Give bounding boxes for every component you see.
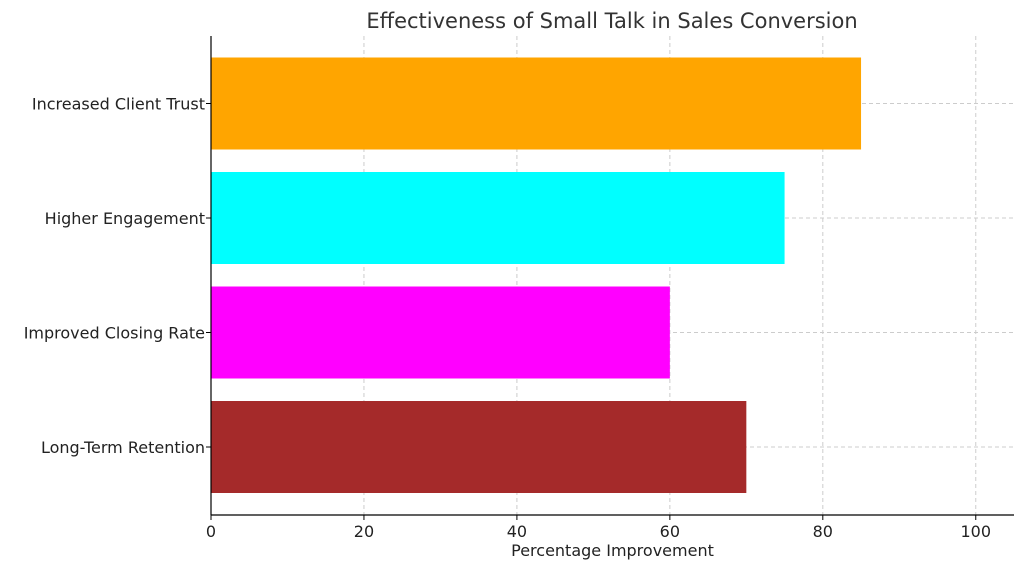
category-label: Higher Engagement: [45, 209, 205, 228]
axes: [210, 36, 1014, 516]
x-tick-label: 0: [206, 522, 216, 541]
category-label: Long-Term Retention: [41, 438, 205, 457]
x-tick-label: 80: [813, 522, 833, 541]
category-labels: Long-Term Retention Improved Closing Rate…: [24, 95, 211, 457]
category-label: Increased Client Trust: [32, 95, 205, 114]
x-axis-label: Percentage Improvement: [511, 541, 714, 560]
x-ticks: 0 20 40 60 80 100: [206, 515, 991, 541]
bar-increased-client-trust: [211, 57, 862, 150]
bar-higher-engagement: [211, 172, 785, 264]
x-tick-label: 20: [354, 522, 374, 541]
x-tick-label: 100: [960, 522, 991, 541]
x-tick-label: 60: [660, 522, 680, 541]
bars: [211, 57, 862, 493]
chart-title: Effectiveness of Small Talk in Sales Con…: [366, 9, 857, 33]
bar-long-term-retention: [211, 401, 747, 493]
category-label: Improved Closing Rate: [24, 324, 205, 343]
x-tick-label: 40: [507, 522, 527, 541]
bar-improved-closing-rate: [211, 286, 670, 379]
